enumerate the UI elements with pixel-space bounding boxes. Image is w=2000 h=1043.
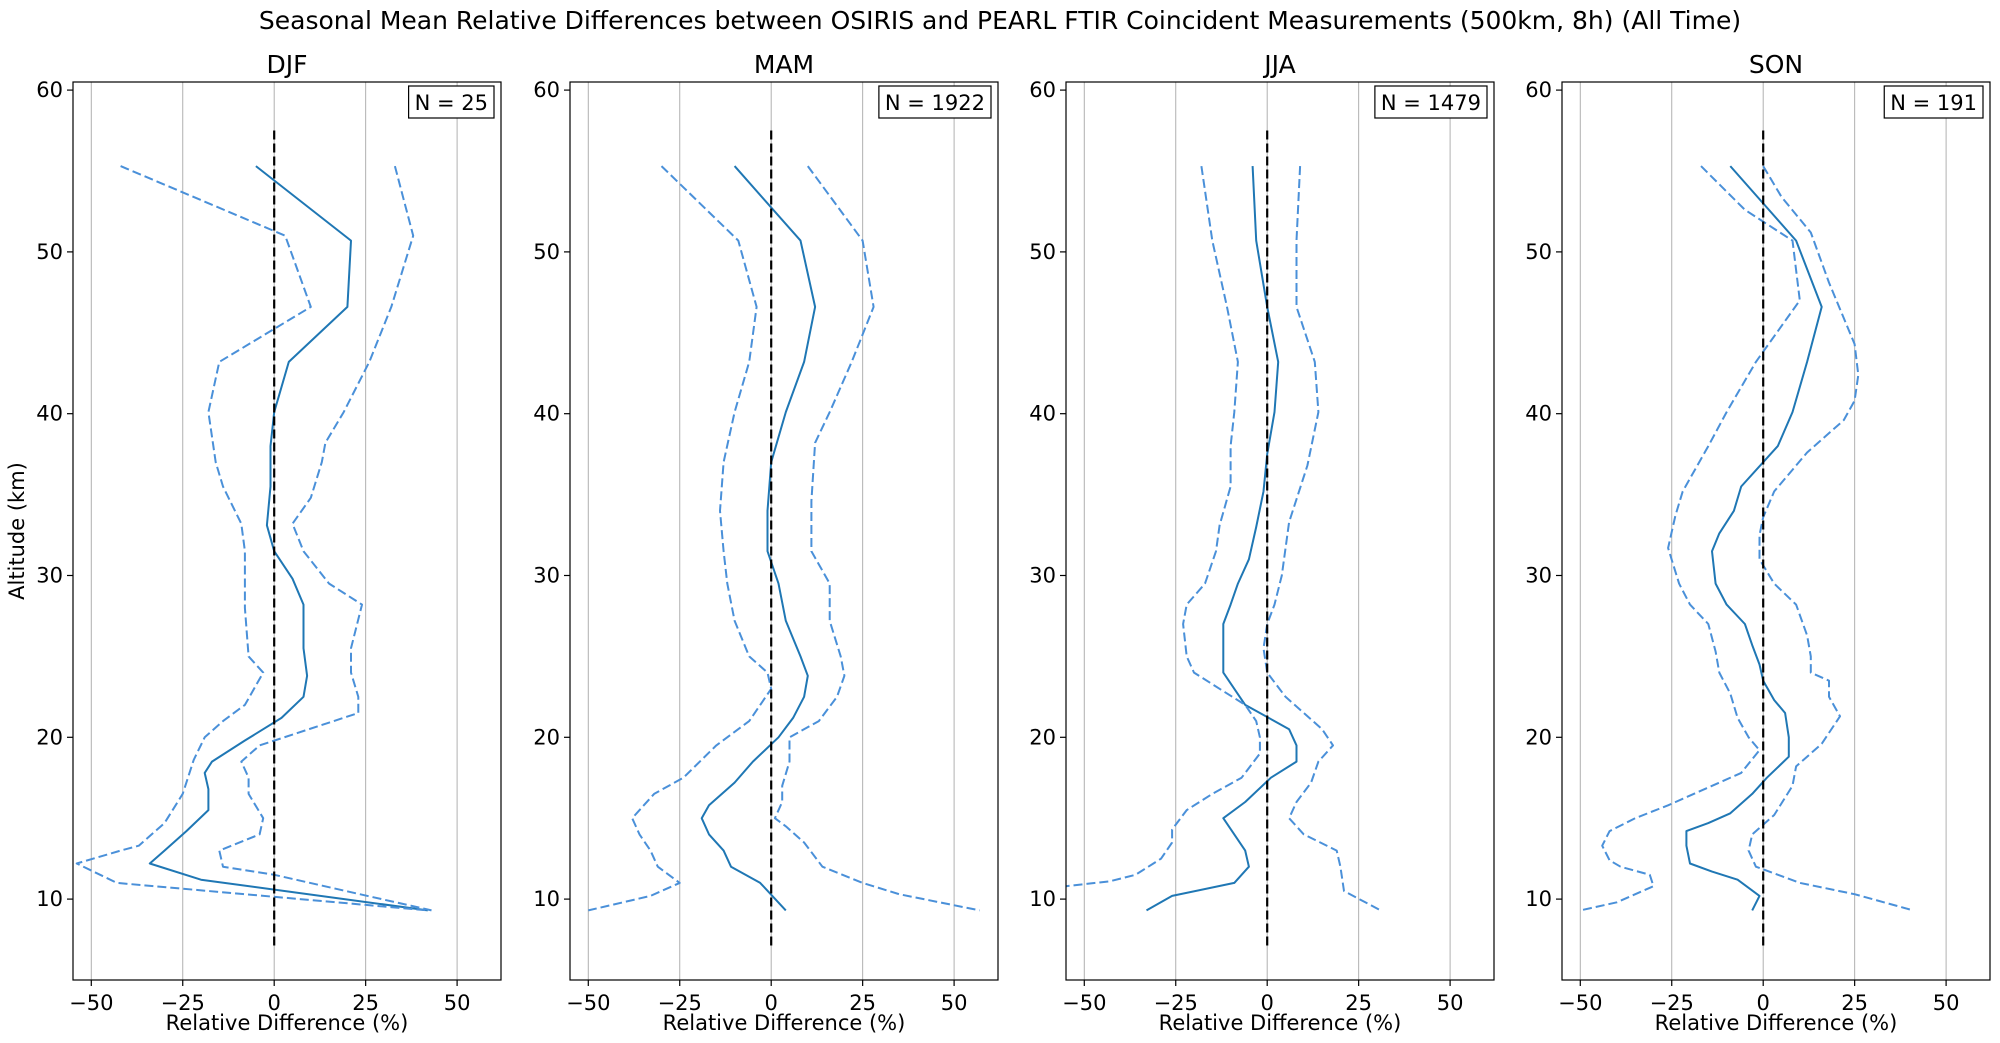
spread-line — [218, 165, 432, 912]
y-tick-label: 60 — [1525, 78, 1552, 102]
y-tick-label: 40 — [36, 402, 63, 426]
sample-count-annotation: N = 1479 — [1374, 85, 1488, 119]
y-tick-label: 10 — [36, 887, 63, 911]
annotation-text: N = 191 — [1890, 91, 1977, 115]
sample-count-annotation: N = 1922 — [878, 85, 992, 119]
y-tick-label: 30 — [36, 563, 63, 587]
x-tick-label: 25 — [352, 991, 379, 1015]
panel-title: SON — [1749, 50, 1803, 79]
y-tick-label: 20 — [36, 725, 63, 749]
mean-line — [700, 165, 817, 912]
spread-line — [773, 165, 980, 912]
y-tick-label: 20 — [1029, 725, 1056, 749]
x-tick-label: −25 — [658, 991, 702, 1015]
mean-line — [1146, 166, 1298, 912]
spread-line — [1065, 165, 1261, 888]
annotation-text: N = 1479 — [1381, 91, 1481, 115]
y-tick-label: 40 — [1525, 402, 1552, 426]
spread-line — [1747, 165, 1914, 912]
sample-count-annotation: N = 25 — [408, 85, 495, 119]
x-tick-label: 0 — [765, 991, 778, 1015]
x-axis-label: Relative Difference (%) — [1159, 1011, 1402, 1035]
x-tick-label: 25 — [1345, 991, 1372, 1015]
annotation-box — [1883, 85, 1984, 119]
axes-frame — [1065, 81, 1495, 981]
y-tick-label: 40 — [1029, 402, 1056, 426]
mean-line — [1685, 165, 1823, 911]
y-tick-label: 50 — [1525, 240, 1552, 264]
panel-mam: −50 −25 0 25 50 10 20 30 40 50 60 MAM Relative Diffe… — [533, 50, 999, 1035]
spread-line — [75, 165, 428, 912]
y-tick-label: 60 — [36, 78, 63, 102]
mean-line — [148, 165, 428, 912]
x-tick-label: −25 — [161, 991, 205, 1015]
figure-suptitle: Seasonal Mean Relative Differences betwe… — [259, 6, 1741, 35]
axes-frame — [72, 81, 502, 981]
spread-line — [1262, 166, 1382, 912]
spread-line — [1580, 165, 1801, 912]
panels-group: −50 −25 0 25 50 10 20 30 40 50 60 DJF Relative Diffe… — [5, 50, 1991, 1035]
x-axis-label: Relative Difference (%) — [166, 1011, 409, 1035]
x-tick-label: −50 — [1558, 991, 1602, 1015]
x-tick-label: −25 — [1650, 991, 1694, 1015]
x-axis-label: Relative Difference (%) — [663, 1011, 906, 1035]
y-tick-label: 60 — [1029, 78, 1056, 102]
panel-title: MAM — [754, 50, 814, 79]
annotation-text: N = 25 — [415, 91, 488, 115]
x-tick-label: −50 — [69, 991, 113, 1015]
panel-djf: −50 −25 0 25 50 10 20 30 40 50 60 DJF Relative Diffe… — [5, 50, 502, 1035]
x-tick-label: −25 — [1154, 991, 1198, 1015]
y-tick-label: 30 — [533, 563, 560, 587]
x-tick-label: −50 — [566, 991, 610, 1015]
y-tick-label: 20 — [1525, 725, 1552, 749]
x-tick-label: 50 — [941, 991, 968, 1015]
annotation-box — [878, 85, 992, 119]
panel-son: −50 −25 0 25 50 10 20 30 40 50 60 SON Relative Diffe… — [1525, 50, 1991, 1035]
x-tick-label: 50 — [444, 991, 471, 1015]
sample-count-annotation: N = 191 — [1883, 85, 1984, 119]
annotation-box — [408, 85, 495, 119]
panel-title: DJF — [266, 50, 307, 79]
y-tick-label: 50 — [1029, 240, 1056, 264]
x-tick-label: 50 — [1933, 991, 1960, 1015]
y-tick-label: 40 — [533, 402, 560, 426]
y-tick-label: 50 — [533, 240, 560, 264]
x-tick-label: −50 — [1062, 991, 1106, 1015]
x-axis-label: Relative Difference (%) — [1655, 1011, 1898, 1035]
y-tick-label: 10 — [1525, 887, 1552, 911]
axes-frame — [1561, 81, 1991, 981]
x-tick-label: 25 — [1841, 991, 1868, 1015]
y-tick-label: 50 — [36, 240, 63, 264]
y-tick-label: 10 — [533, 887, 560, 911]
y-axis-label: Altitude (km) — [5, 462, 29, 600]
x-tick-label: 0 — [268, 991, 281, 1015]
x-tick-label: 50 — [1437, 991, 1464, 1015]
y-tick-label: 10 — [1029, 887, 1056, 911]
y-tick-label: 30 — [1029, 563, 1056, 587]
x-tick-label: 0 — [1261, 991, 1274, 1015]
annotation-text: N = 1922 — [885, 91, 985, 115]
spread-line — [588, 165, 773, 912]
annotation-box — [1374, 85, 1488, 119]
y-tick-label: 20 — [533, 725, 560, 749]
y-tick-label: 30 — [1525, 563, 1552, 587]
y-tick-label: 60 — [533, 78, 560, 102]
axes-frame — [569, 81, 999, 981]
x-tick-label: 25 — [849, 991, 876, 1015]
panel-jja: −50 −25 0 25 50 10 20 30 40 50 60 JJA Relative Diffe… — [1029, 50, 1495, 1035]
panel-title: JJA — [1262, 50, 1295, 79]
x-tick-label: 0 — [1757, 991, 1770, 1015]
